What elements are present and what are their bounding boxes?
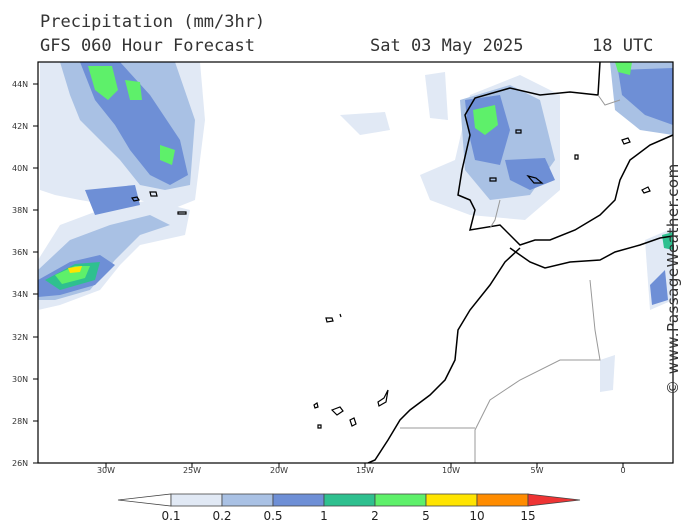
legend-label: 10 bbox=[469, 509, 485, 523]
legend-swatch-above bbox=[527, 493, 581, 507]
map-frame bbox=[37, 61, 674, 464]
lat-label: 32N bbox=[12, 333, 29, 342]
lat-label: 42N bbox=[12, 122, 29, 131]
lon-label: 10W bbox=[441, 466, 461, 475]
lat-label: 36N bbox=[12, 248, 29, 257]
lat-label: 26N bbox=[12, 459, 29, 468]
precip-iberia bbox=[340, 62, 673, 392]
legend-swatch-below bbox=[117, 493, 172, 507]
precip-fields bbox=[38, 62, 673, 392]
legend-label: 0.2 bbox=[212, 509, 232, 523]
lat-label: 28N bbox=[12, 417, 29, 426]
precip-band-atlantic-north bbox=[40, 62, 205, 210]
legend-swatch bbox=[476, 493, 529, 507]
site-credit: © www.PassageWeather.com bbox=[664, 163, 682, 395]
legend-swatch bbox=[170, 493, 223, 507]
legend-swatch bbox=[425, 493, 478, 507]
legend-label: 0.5 bbox=[263, 509, 283, 523]
lat-label: 38N bbox=[12, 206, 29, 215]
lat-label: 30N bbox=[12, 375, 29, 384]
forecast-date: Sat 03 May 2025 bbox=[370, 36, 524, 56]
lon-label: 30W bbox=[96, 466, 116, 475]
legend-swatch bbox=[323, 493, 376, 507]
legend-label: 1 bbox=[320, 509, 328, 523]
forecast-time: 18 UTC bbox=[592, 36, 654, 56]
legend-label: 2 bbox=[371, 509, 379, 523]
legend-swatch bbox=[221, 493, 274, 507]
coastlines bbox=[367, 62, 673, 463]
legend-label: 15 bbox=[520, 509, 536, 523]
country-borders bbox=[400, 94, 621, 463]
chart-title: Precipitation (mm/3hr) bbox=[40, 12, 266, 32]
lon-label: 0 bbox=[620, 466, 626, 475]
model-forecast-label: GFS 060 Hour Forecast bbox=[40, 36, 255, 56]
legend-colorbar bbox=[117, 493, 581, 507]
lat-label: 34N bbox=[12, 290, 29, 299]
lat-label: 40N bbox=[12, 164, 29, 173]
lon-label: 5W bbox=[530, 466, 544, 475]
legend-swatch bbox=[374, 493, 427, 507]
precip-band-atlantic-south bbox=[38, 185, 190, 310]
legend-label: 5 bbox=[422, 509, 430, 523]
islands bbox=[131, 129, 651, 429]
lon-label: 25W bbox=[182, 466, 202, 475]
lat-label: 44N bbox=[12, 80, 29, 89]
legend-label: 0.1 bbox=[161, 509, 181, 523]
lon-label: 20W bbox=[269, 466, 289, 475]
lon-label: 15W bbox=[355, 466, 375, 475]
axis-ticks bbox=[33, 83, 624, 468]
legend-swatch bbox=[272, 493, 325, 507]
